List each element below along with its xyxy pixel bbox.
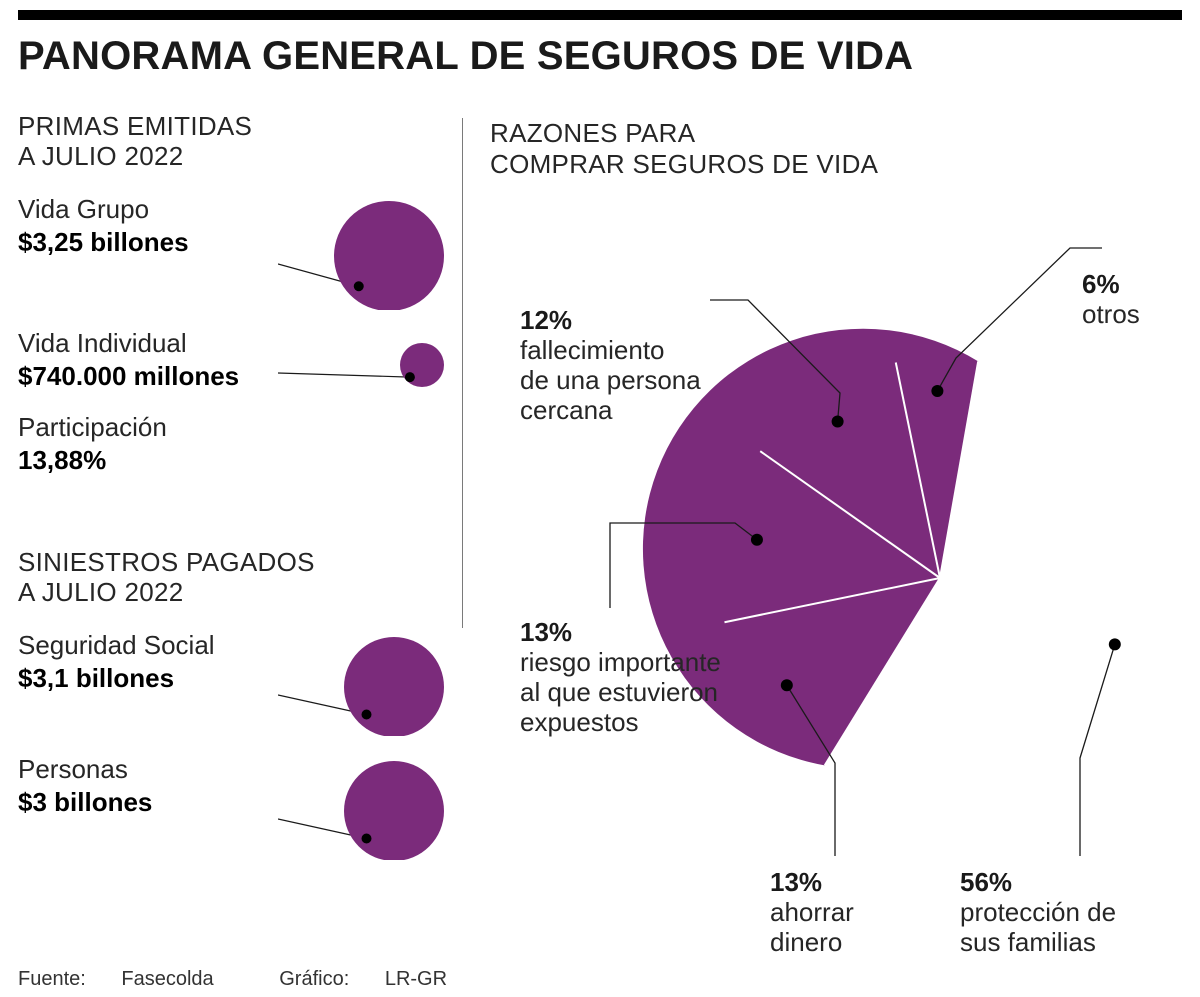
vertical-divider [462, 118, 463, 628]
siniestros-metric: Personas$3 billones [18, 754, 448, 860]
callout-pct: 13% [520, 618, 721, 648]
callout-text: ahorrardinero [770, 898, 854, 958]
callout-dot [781, 679, 793, 691]
bubble-icon [278, 194, 448, 310]
metric-label: Participación [18, 412, 448, 443]
callout-text: fallecimientode una personacercana [520, 336, 701, 426]
siniestros-section: SINIESTROS PAGADOS A JULIO 2022 Segurida… [18, 548, 448, 860]
pie-callout: 13%ahorrardinero [770, 868, 854, 958]
primas-heading-l2: A JULIO 2022 [18, 142, 448, 172]
pie-heading: RAZONES PARA COMPRAR SEGUROS DE VIDA [490, 118, 1180, 180]
callout-pct: 12% [520, 306, 701, 336]
pie-callout: 6%otros [1082, 270, 1140, 330]
callout-pct: 6% [1082, 270, 1140, 300]
siniestros-metric: Seguridad Social$3,1 billones [18, 630, 448, 736]
siniestros-heading: SINIESTROS PAGADOS A JULIO 2022 [18, 548, 448, 608]
pie-svg [490, 188, 1180, 948]
primas-heading: PRIMAS EMITIDAS A JULIO 2022 [18, 112, 448, 172]
main-title: PANORAMA GENERAL DE SEGUROS DE VIDA [18, 34, 913, 79]
right-column: RAZONES PARA COMPRAR SEGUROS DE VIDA 6%o… [490, 118, 1180, 978]
callout-dot [1109, 638, 1121, 650]
top-rule [18, 10, 1182, 20]
bubble-icon [278, 754, 448, 860]
pie-heading-l1: RAZONES PARA [490, 118, 1180, 149]
primas-heading-l1: PRIMAS EMITIDAS [18, 112, 448, 142]
bubble-icon [278, 328, 448, 394]
callout-pct: 13% [770, 868, 854, 898]
callout-pct: 56% [960, 868, 1116, 898]
callout-dot [832, 416, 844, 428]
primas-metric: Vida Individual$740.000 millones [18, 328, 448, 394]
pie-callout: 12%fallecimientode una personacercana [520, 306, 701, 426]
callout-text: otros [1082, 300, 1140, 330]
siniestros-heading-l2: A JULIO 2022 [18, 578, 448, 608]
pie-callout: 56%protección desus familias [960, 868, 1116, 958]
metric-value: 13,88% [18, 445, 448, 476]
primas-metric: Vida Grupo$3,25 billones [18, 194, 448, 310]
primas-metric: Participación13,88% [18, 412, 448, 478]
pie-callout: 13%riesgo importanteal que estuvieronexp… [520, 618, 721, 738]
pie-heading-l2: COMPRAR SEGUROS DE VIDA [490, 149, 1180, 180]
siniestros-heading-l1: SINIESTROS PAGADOS [18, 548, 448, 578]
footer-source: Fuente: Fasecolda [18, 968, 249, 990]
callout-dot [751, 534, 763, 546]
callout-leader [1080, 644, 1115, 856]
footer-graphic: Gráfico: LR-GR [279, 968, 477, 990]
callout-dot [931, 385, 943, 397]
callout-text: protección desus familias [960, 898, 1116, 958]
left-column: PRIMAS EMITIDAS A JULIO 2022 Vida Grupo$… [18, 112, 448, 878]
footer: Fuente: Fasecolda Gráfico: LR-GR [18, 968, 507, 991]
pie-chart: 6%otros 12%fallecimientode una personacer… [490, 188, 1180, 948]
callout-text: riesgo importanteal que estuvieronexpues… [520, 648, 721, 738]
primas-section: PRIMAS EMITIDAS A JULIO 2022 Vida Grupo$… [18, 112, 448, 478]
bubble-icon [278, 630, 448, 736]
